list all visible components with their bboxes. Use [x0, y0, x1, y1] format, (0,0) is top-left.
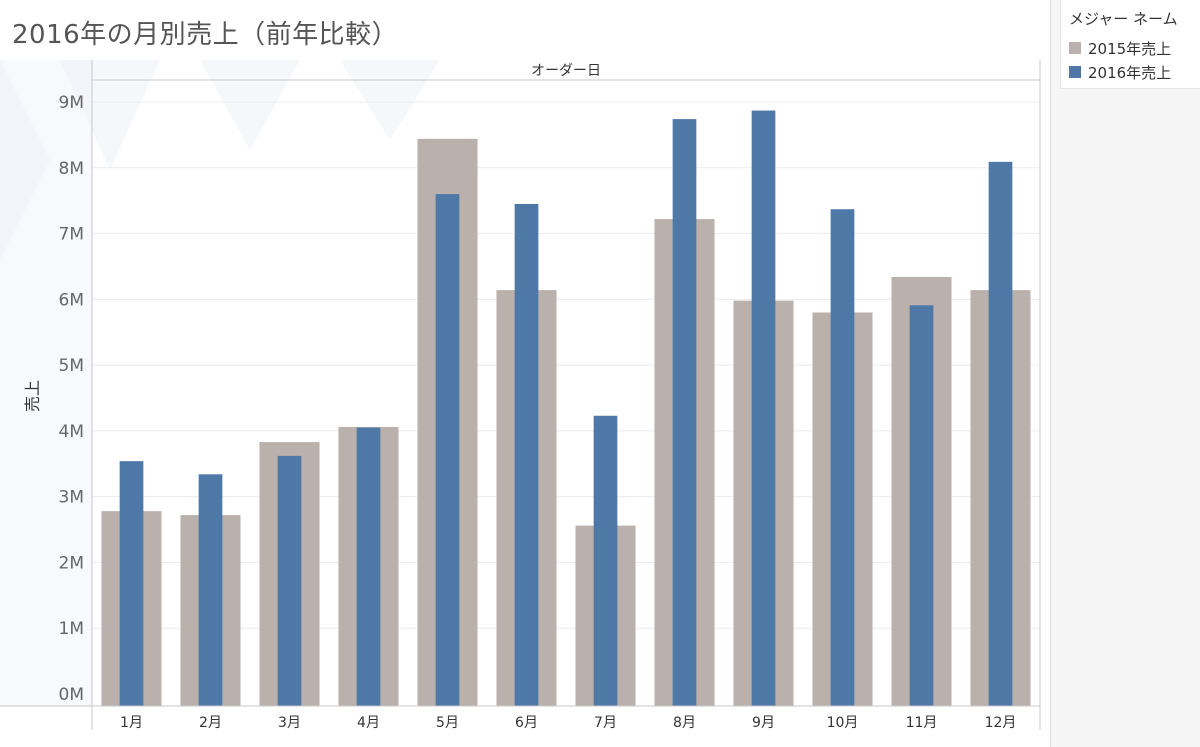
- column-header: オーダー日: [531, 63, 601, 79]
- x-tick-label: 5月: [436, 715, 459, 731]
- y-tick-label: 8M: [59, 159, 84, 179]
- bar-2016-8: [672, 119, 697, 706]
- y-tick-label: 6M: [59, 290, 84, 310]
- x-tick-label: 12月: [985, 715, 1017, 731]
- bar-2016-3: [277, 455, 302, 706]
- x-tick-label: 8月: [673, 715, 696, 731]
- x-tick-label: 4月: [357, 715, 380, 731]
- chart-title: 2016年の月別売上（前年比較）: [12, 20, 399, 50]
- bar-2016-5: [435, 194, 460, 707]
- x-tick-labels: 1月 2月 3月 4月 5月 6月 7月 8月 9月 10月 11月 12月: [120, 715, 1016, 731]
- y-tick-label: 4M: [59, 422, 84, 442]
- y-tick-label: 5M: [59, 356, 84, 376]
- background-shape: [340, 60, 440, 140]
- gridlines: [92, 101, 1040, 629]
- background-shape: [200, 60, 300, 150]
- x-tick-label: 7月: [594, 715, 617, 731]
- x-tick-label: 1月: [120, 715, 143, 731]
- axes: [0, 60, 1041, 730]
- x-tick-label: 3月: [278, 715, 301, 731]
- bar-chart: オーダー日 売上 0M 1M 2M 3M 4M 5M 6M 7M 8M 9M 1月 2月 3月 4月 5月…: [0, 60, 1041, 731]
- background-shape: [60, 60, 160, 170]
- legend-swatch-icon: [1069, 42, 1081, 54]
- legend-item-2016[interactable]: 2016年売上: [1069, 62, 1171, 82]
- bar-2016-12: [988, 161, 1013, 706]
- bar-2016-7: [593, 415, 618, 706]
- x-tick-label: 9月: [752, 715, 775, 731]
- bar-2016-2: [198, 474, 223, 706]
- x-tick-label: 10月: [827, 715, 859, 731]
- y-axis-label: 売上: [23, 380, 42, 412]
- bar-2016-6: [514, 203, 539, 706]
- legend-title: メジャー ネーム: [1069, 10, 1178, 28]
- x-tick-label: 11月: [906, 715, 938, 731]
- y-tick-labels: 0M 1M 2M 3M 4M 5M 6M 7M 8M 9M: [59, 93, 84, 705]
- bar-2016-10: [830, 209, 855, 706]
- x-tick-label: 2月: [199, 715, 222, 731]
- bar-2016-4: [356, 427, 381, 706]
- legend-label: 2016年売上: [1088, 63, 1172, 82]
- y-tick-label: 9M: [59, 93, 84, 113]
- legend-item-2015[interactable]: 2015年売上: [1069, 38, 1171, 58]
- bar-2016-1: [119, 461, 144, 706]
- bar-2016-9: [751, 110, 776, 707]
- legend-pane: [1050, 0, 1200, 747]
- background-shape: [0, 60, 50, 260]
- bar-2016-11: [909, 305, 934, 706]
- x-tick-label: 6月: [515, 715, 538, 731]
- y-tick-label: 2M: [59, 553, 84, 573]
- legend: メジャー ネーム 2015年売上 2016年売上: [1060, 0, 1200, 89]
- legend-label: 2015年売上: [1088, 39, 1172, 58]
- y-tick-label: 1M: [59, 619, 84, 639]
- legend-swatch-icon: [1069, 66, 1081, 78]
- y-tick-label: 3M: [59, 488, 84, 508]
- bars: [101, 110, 1031, 707]
- y-tick-label: 0M: [59, 685, 84, 705]
- y-tick-label: 7M: [59, 225, 84, 245]
- background-panel: [0, 60, 92, 706]
